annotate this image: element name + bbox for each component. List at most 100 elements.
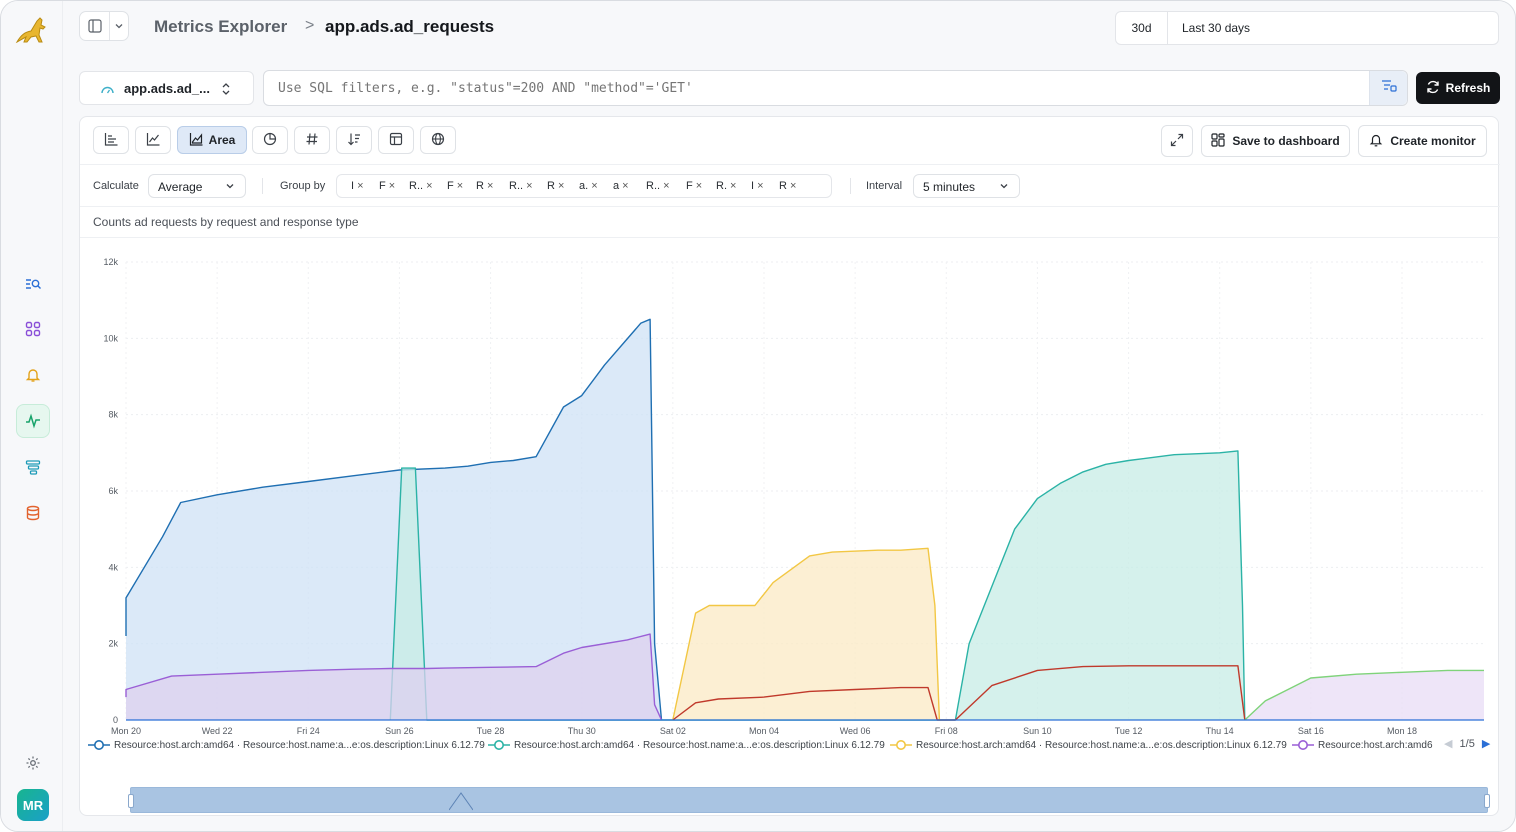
legend-page: 1/5: [1459, 738, 1475, 750]
legend-item[interactable]: Resource:host.arch:amd64 · Resource:host…: [890, 739, 1287, 751]
table-chart-type-button[interactable]: [378, 126, 414, 154]
group-chip[interactable]: R.. ×: [646, 180, 670, 192]
legend-prev-icon[interactable]: ◀: [1444, 738, 1453, 750]
group-chip[interactable]: R.. ×: [509, 180, 533, 192]
metric-select-value: app.ads.ad_...: [124, 81, 210, 96]
pipelines-icon[interactable]: [16, 450, 50, 484]
x-tick-label: Fri 08: [935, 726, 958, 736]
series-line-green: [1244, 669, 1484, 721]
format-query-button[interactable]: [1369, 71, 1407, 105]
map-chart-type-button[interactable]: [420, 126, 456, 154]
save-to-dashboard-label: Save to dashboard: [1232, 134, 1340, 148]
line-chart-icon: [146, 132, 160, 149]
x-tick-label: Mon 18: [1387, 726, 1417, 736]
y-tick-label: 8k: [108, 410, 118, 420]
chart-card: Area: [79, 116, 1500, 816]
time-range-code[interactable]: 30d: [1116, 12, 1168, 44]
breadcrumb-root[interactable]: Metrics Explorer: [154, 17, 288, 36]
dashboards-icon[interactable]: [16, 312, 50, 346]
series-line-teal: [389, 450, 1246, 721]
bell-outline-icon: [1369, 133, 1383, 150]
legend-item[interactable]: Resource:host.arch:amd64 · Resource:host…: [88, 739, 485, 751]
toggle-sidebar-button[interactable]: [79, 11, 129, 41]
brush-handle-left[interactable]: [128, 794, 134, 808]
area-chart-type-button[interactable]: Area: [177, 126, 247, 154]
x-tick-label: Tue 12: [1115, 726, 1143, 736]
create-monitor-button[interactable]: Create monitor: [1358, 125, 1487, 157]
y-tick-label: 6k: [108, 486, 118, 496]
y-tick-label: 2k: [108, 639, 118, 649]
number-chart-type-button[interactable]: [294, 126, 330, 154]
x-tick-label: Wed 22: [202, 726, 233, 736]
brush-handle-right[interactable]: [1484, 794, 1490, 808]
area-chart: 0 2k 4k 6k 8k 10k 12k Mon 20 Wed 22 Fri 24 Sun 26 T…: [103, 257, 1484, 736]
expand-chart-button[interactable]: [1161, 125, 1193, 157]
database-icon[interactable]: [16, 496, 50, 530]
y-tick-label: 4k: [108, 562, 118, 572]
series-area-purple: [126, 634, 662, 720]
sql-filter-input[interactable]: [278, 78, 1358, 98]
time-range-picker[interactable]: 30d Last 30 days: [1115, 11, 1499, 45]
group-chip[interactable]: F ×: [447, 180, 464, 192]
legend-item[interactable]: Resource:host.arch:amd64 · Resource:host…: [488, 739, 885, 751]
x-tick-label: Sun 26: [385, 726, 414, 736]
legend-next-icon[interactable]: ▶: [1481, 738, 1491, 750]
chevron-down-icon: [224, 180, 236, 195]
top-bar: Metrics Explorer > app.ads.ad_requests 3…: [79, 11, 1499, 45]
sql-filter-box: [263, 70, 1408, 106]
legend-swatch-icon: [890, 740, 912, 750]
area-chart-label: Area: [208, 133, 236, 147]
bar-chart-type-button[interactable]: [93, 126, 129, 154]
group-chip[interactable]: R ×: [547, 180, 565, 192]
metrics-pulse-icon[interactable]: [16, 404, 50, 438]
search-logs-icon[interactable]: [16, 267, 50, 301]
sort-chart-type-button[interactable]: [336, 126, 372, 154]
brush-preview-spike: [449, 792, 473, 811]
nav-rail: MR: [1, 1, 63, 831]
x-tick-label: Mon 20: [111, 726, 141, 736]
app-logo-icon[interactable]: [15, 15, 49, 50]
group-chip[interactable]: F ×: [686, 180, 703, 192]
y-tick-label: 12k: [103, 257, 118, 267]
sort-updown-icon: [220, 81, 232, 102]
refresh-label: Refresh: [1445, 81, 1491, 95]
time-range-label[interactable]: Last 30 days: [1182, 21, 1251, 35]
save-to-dashboard-button[interactable]: Save to dashboard: [1201, 125, 1350, 157]
bell-icon[interactable]: [16, 358, 50, 392]
group-by-label: Group by: [280, 180, 326, 192]
gauge-icon: [100, 82, 115, 102]
bar-chart-icon: [104, 132, 118, 149]
x-tick-label: Mon 04: [749, 726, 779, 736]
user-avatar[interactable]: MR: [17, 789, 49, 821]
refresh-button[interactable]: Refresh: [1416, 72, 1500, 104]
series-area-green: [1244, 670, 1484, 720]
group-chip[interactable]: I ×: [751, 180, 764, 192]
interval-select[interactable]: 5 minutes: [913, 174, 1020, 198]
series-area-teal: [390, 450, 1245, 720]
group-chip[interactable]: R. ×: [716, 180, 737, 192]
x-tick-label: Tue 28: [477, 726, 505, 736]
legend-text: Resource:host.arch:amd64 · Resource:host…: [916, 739, 1287, 751]
series-area-blue: [126, 319, 662, 720]
group-chip[interactable]: a ×: [613, 180, 629, 192]
group-chip[interactable]: R ×: [476, 180, 494, 192]
metric-select[interactable]: app.ads.ad_...: [79, 71, 254, 105]
group-chip[interactable]: a. ×: [579, 180, 598, 192]
pie-chart-type-button[interactable]: [252, 126, 288, 154]
group-by-chips[interactable]: I × F × R.. × F × R × R.. × R × a. × a × R.. × F × …: [336, 174, 832, 198]
legend-text: Resource:host.arch:amd64 · Resource:host…: [114, 739, 485, 751]
breadcrumb-separator: >: [305, 17, 315, 34]
calculate-select[interactable]: Average: [148, 174, 246, 198]
group-chip[interactable]: I ×: [351, 180, 364, 192]
page-title: app.ads.ad_requests: [325, 17, 495, 36]
settings-gear-icon[interactable]: [16, 746, 50, 780]
group-chip[interactable]: F ×: [379, 180, 396, 192]
legend-item[interactable]: Resource:host.arch:amd6: [1292, 739, 1433, 751]
group-chip[interactable]: R ×: [779, 180, 797, 192]
group-chip[interactable]: R.. ×: [409, 180, 433, 192]
refresh-icon: [1426, 80, 1440, 97]
legend-swatch-icon: [88, 740, 110, 750]
time-brush-slider[interactable]: [128, 787, 1490, 813]
line-chart-type-button[interactable]: [135, 126, 171, 154]
y-tick-label: 0: [113, 715, 118, 725]
